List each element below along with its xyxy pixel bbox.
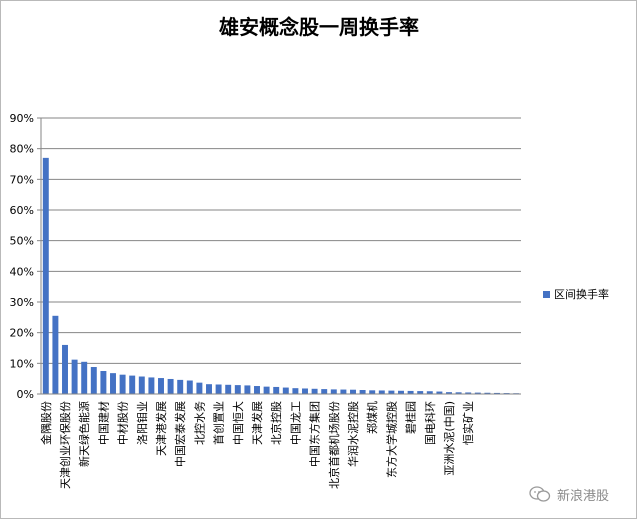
bar — [388, 390, 395, 394]
bar — [359, 390, 366, 394]
bar — [350, 389, 356, 394]
x-tick-label: 中国龙工 — [289, 401, 302, 445]
bar — [81, 361, 88, 394]
bar — [234, 385, 241, 394]
bar — [129, 375, 136, 394]
x-axis-labels: 金隅股份 天津创业环保股份 新天绿色能源 中国建材 中材股份 洛阳钼业 天津港发展 中国宏泰发… — [39, 401, 475, 489]
y-tick-label: 50% — [10, 235, 34, 248]
bar — [206, 384, 212, 394]
x-tick-label: 中国恒大 — [231, 401, 245, 445]
x-tick-label: 中材股份 — [116, 401, 130, 445]
bar — [62, 344, 68, 394]
x-tick-label: 天津发展 — [250, 401, 264, 445]
gridlines — [41, 117, 521, 364]
bar — [244, 385, 251, 394]
bar — [378, 390, 385, 394]
x-tick-label: 中国宏泰发展 — [173, 401, 187, 467]
x-tick-label: 国电科环 — [423, 401, 437, 445]
bar — [148, 377, 155, 394]
bar — [446, 392, 452, 394]
bars — [42, 157, 520, 394]
y-tick-label: 20% — [10, 327, 34, 340]
bar — [273, 386, 280, 394]
wechat-icon — [529, 486, 551, 502]
bar — [330, 389, 337, 394]
legend: 区间换手率 — [543, 287, 609, 301]
y-tick-label: 30% — [10, 296, 34, 309]
y-tick-label: 80% — [10, 143, 34, 156]
bar — [225, 384, 232, 394]
legend-swatch — [543, 291, 550, 298]
bar — [484, 392, 491, 394]
x-tick-label: 首创置业 — [212, 401, 226, 445]
bar — [158, 378, 164, 394]
bar — [340, 389, 347, 394]
bar — [282, 387, 289, 394]
bar — [52, 315, 59, 394]
bar — [321, 389, 328, 394]
x-tick-label: 郑煤机 — [365, 401, 379, 434]
bar — [254, 386, 260, 394]
bar — [302, 388, 308, 394]
y-axis-ticks: 0% 10% 20% 30% 40% 50% 60% 70% 80% 90% — [10, 112, 41, 401]
bar — [110, 373, 116, 394]
x-tick-label: 洛阳钼业 — [135, 401, 149, 445]
bar — [177, 379, 184, 394]
bar — [398, 390, 404, 394]
bar — [42, 157, 49, 394]
x-tick-label: 天津港发展 — [154, 401, 168, 456]
watermark: 新浪港股 — [529, 483, 609, 505]
bar — [292, 388, 299, 394]
bar — [196, 382, 203, 394]
bar — [369, 390, 376, 394]
bar — [455, 392, 462, 394]
y-tick-label: 60% — [10, 204, 34, 217]
y-tick-label: 90% — [10, 112, 34, 125]
x-tick-label: 北京控股 — [269, 401, 283, 445]
x-tick-label: 天津创业环保股份 — [58, 401, 72, 489]
bar — [426, 391, 433, 394]
bar — [474, 392, 481, 394]
watermark-text: 新浪港股 — [557, 488, 610, 504]
bar — [436, 391, 443, 394]
bar — [138, 376, 145, 394]
bar — [119, 374, 126, 394]
x-tick-label: 中国东方集团 — [308, 401, 322, 467]
bar — [311, 388, 318, 394]
bar — [465, 392, 472, 394]
x-tick-label: 华润水泥控股 — [346, 401, 360, 467]
bar — [494, 392, 500, 394]
x-tick-label: 恒实矿业 — [461, 401, 475, 445]
y-tick-label: 10% — [10, 357, 34, 370]
chart-title: 雄安概念股一周换手率 — [218, 15, 419, 39]
x-tick-label: 中国建材 — [96, 401, 110, 445]
bar — [71, 359, 78, 394]
x-tick-label: 北控水务 — [192, 401, 206, 445]
x-tick-label: 亚洲水泥(中国) — [443, 401, 456, 476]
legend-label: 区间换手率 — [554, 287, 609, 301]
y-tick-label: 70% — [10, 173, 34, 186]
y-tick-label: 40% — [10, 265, 34, 278]
x-tick-label: 新天绿色能源 — [77, 401, 91, 467]
bar — [100, 371, 107, 394]
x-tick-label: 金隅股份 — [39, 401, 53, 445]
bar — [90, 367, 97, 394]
bar — [407, 390, 414, 394]
y-tick-label: 0% — [17, 388, 34, 401]
bar — [417, 391, 424, 394]
x-tick-label: 东方大学城控股 — [384, 401, 398, 478]
bar — [167, 378, 174, 394]
bar — [263, 386, 270, 394]
x-tick-label: 北京首都机场股份 — [327, 401, 341, 489]
x-tick-label: 碧桂园 — [404, 401, 418, 434]
bar — [215, 384, 222, 394]
bar — [186, 380, 193, 394]
